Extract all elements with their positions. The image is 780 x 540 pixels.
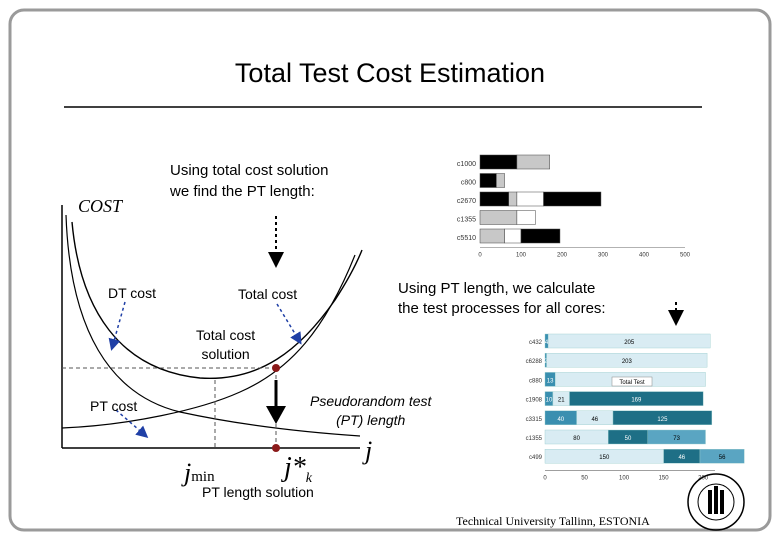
bar-category-label: c800 xyxy=(461,180,476,187)
bar-category-label: c880 xyxy=(529,378,543,384)
legend-label: Total Test xyxy=(619,380,645,386)
bar-data-label: 205 xyxy=(624,340,635,346)
j-min-label: jmin xyxy=(184,458,215,488)
logo-ring xyxy=(687,473,745,531)
bar-category-label: c1355 xyxy=(526,436,543,442)
bar-x-tick: 300 xyxy=(598,253,609,259)
axis-x-label: j xyxy=(365,436,373,465)
bar-data-label: 125 xyxy=(657,417,668,423)
slide-title: Total Test Cost Estimation xyxy=(234,58,546,88)
total-cost-label: Total cost xyxy=(238,286,298,302)
axis-y-label: COST xyxy=(78,196,123,216)
pt-cost-label: PT cost xyxy=(90,398,138,414)
pt-length-line2: (PT) length xyxy=(336,412,406,428)
note-top-line2: we find the PT length: xyxy=(170,183,315,200)
bar-segment xyxy=(543,191,602,207)
bar-x-tick: 100 xyxy=(516,253,527,259)
j-star-label: j*k xyxy=(284,452,312,486)
pt-cost-arrow xyxy=(115,409,149,438)
bar-category-label: c2670 xyxy=(457,198,476,205)
bar-data-label: 2 xyxy=(544,359,548,365)
bar-category-label: c432 xyxy=(529,340,543,346)
note-right-line1: Using PT length, we calculate xyxy=(398,280,596,297)
bar-segment xyxy=(699,449,745,464)
bar-segment xyxy=(569,391,704,406)
bar-x-tick: 50 xyxy=(581,475,588,481)
j-star-sub: k xyxy=(305,471,312,486)
legend-box xyxy=(611,376,653,387)
bar-segment xyxy=(647,429,706,445)
note-right-line2: the test processes for all cores: xyxy=(398,300,606,317)
bar-category-label: c3315 xyxy=(526,417,543,423)
pt-length-solution: PT length solution xyxy=(202,484,314,500)
pt-length-line1: Pseudorandom test xyxy=(310,393,432,409)
bar-segment xyxy=(496,173,505,188)
logo-column-right xyxy=(720,490,724,514)
bar-category-label: c5510 xyxy=(457,235,476,242)
note-top-line1: Using total cost solution xyxy=(170,162,329,179)
bar-data-label: 4 xyxy=(545,340,549,346)
total-cost-arrow xyxy=(276,303,302,345)
bar-segment xyxy=(516,210,536,225)
bar-x-tick: 100 xyxy=(619,475,630,481)
bar-category-label: c499 xyxy=(529,455,543,461)
dt-cost-label: DT cost xyxy=(108,285,156,301)
bar-x-tick: 150 xyxy=(659,475,670,481)
total-cost-solution-line1: Total cost xyxy=(196,327,256,343)
total-cost-solution: Total cost solution xyxy=(196,326,255,364)
bar-data-label: 80 xyxy=(573,436,580,442)
pt-length-label: Pseudorandom test (PT) length xyxy=(310,392,431,430)
bar-x-tick: 200 xyxy=(557,253,568,259)
logo-column-left xyxy=(708,490,712,514)
bar-category-label: c6288 xyxy=(526,359,543,365)
bar-data-label: 56 xyxy=(719,455,726,461)
bar-segment xyxy=(516,154,550,170)
total-cost-solution-line2: solution xyxy=(201,346,250,362)
bar-data-label: 46 xyxy=(591,417,598,423)
dt-cost-curve xyxy=(65,214,361,437)
total-cost-solution-point xyxy=(272,364,280,372)
bar-category-label: c1000 xyxy=(457,161,476,168)
j-min-symbol: j xyxy=(184,458,192,487)
j-star-sup: * xyxy=(291,452,306,483)
bar-x-tick: 0 xyxy=(543,475,547,481)
bar-data-label: 169 xyxy=(631,398,642,404)
dt-cost-arrow xyxy=(108,301,126,351)
bar-segment xyxy=(520,228,561,244)
bar-data-label: 10 xyxy=(546,398,553,404)
footer-text: Technical University Tallinn, ESTONIA xyxy=(456,514,650,528)
j-star-symbol: j xyxy=(284,452,292,483)
bar-category-label: c1908 xyxy=(526,398,543,404)
bar-segment xyxy=(612,410,713,425)
logo-column-mid xyxy=(714,486,718,514)
bar-segment xyxy=(547,333,711,349)
bar-data-label: 40 xyxy=(557,417,564,423)
bar-data-label: 203 xyxy=(622,359,633,365)
bar-x-tick: 500 xyxy=(680,253,691,259)
note-top: Using total cost solution we find the PT… xyxy=(170,160,328,202)
bar-data-label: 73 xyxy=(673,436,680,442)
bar-category-label: c1355 xyxy=(457,217,476,224)
bar-data-label: 13 xyxy=(547,378,554,384)
solution-arrow-head xyxy=(266,406,286,424)
note-right: Using PT length, we calculate the test p… xyxy=(398,279,606,319)
logo-inner-ring xyxy=(697,483,735,521)
bar-segment xyxy=(546,353,708,368)
bar-data-label: 50 xyxy=(625,436,632,442)
bar-data-label: 21 xyxy=(558,398,565,404)
bar-data-label: 150 xyxy=(599,455,610,461)
bar-x-tick: 200 xyxy=(698,475,709,481)
bar-x-tick: 400 xyxy=(639,253,650,259)
j-min-sub: min xyxy=(191,469,215,485)
total-cost-curve xyxy=(71,221,363,380)
bar-data-label: 46 xyxy=(678,455,685,461)
pt-cost-curve xyxy=(61,254,356,429)
bar-x-tick: 0 xyxy=(478,253,482,259)
pt-length-point xyxy=(272,444,280,452)
